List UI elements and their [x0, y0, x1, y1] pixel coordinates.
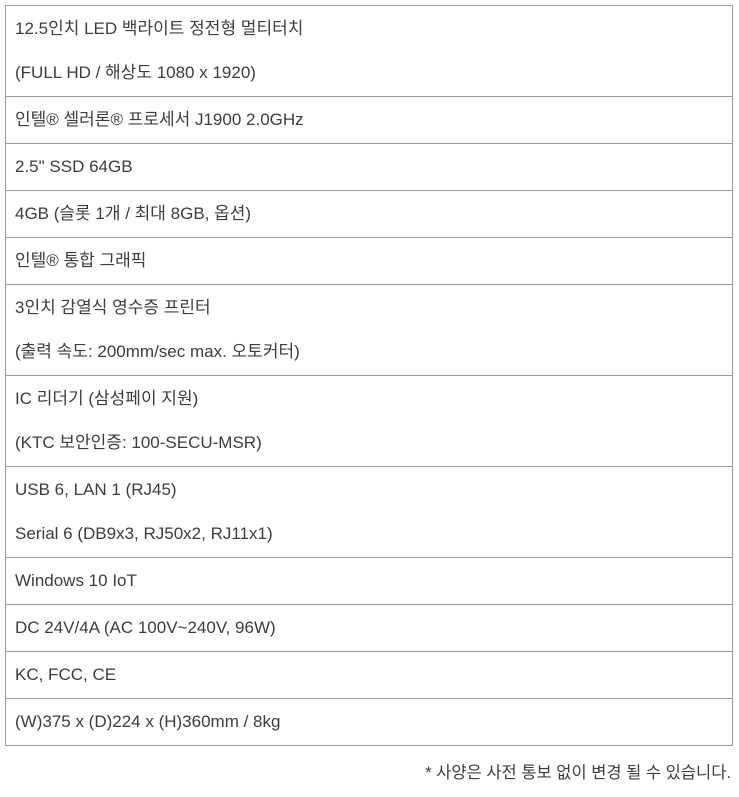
spec-line: Windows 10 IoT [15, 571, 137, 590]
spec-line: DC 24V/4A (AC 100V~240V, 96W) [15, 618, 276, 637]
spec-cell: IC 리더기 (삼성페이 지원) (KTC 보안인증: 100-SECU-MSR) [5, 375, 733, 467]
table-row: IC 리더기 (삼성페이 지원) (KTC 보안인증: 100-SECU-MSR) [5, 375, 733, 467]
spec-line: (FULL HD / 해상도 1080 x 1920) [15, 63, 256, 82]
spec-table: 12.5인치 LED 백라이트 정전형 멀티터치 (FULL HD / 해상도 1… [5, 5, 733, 746]
spec-cell: 3인치 감열식 영수증 프린터 (출력 속도: 200mm/sec max. 오토… [5, 284, 733, 376]
table-row: 인텔® 통합 그래픽 [5, 237, 733, 285]
table-row: DC 24V/4A (AC 100V~240V, 96W) [5, 604, 733, 652]
spec-cell: (W)375 x (D)224 x (H)360mm / 8kg [5, 698, 733, 746]
spec-cell: USB 6, LAN 1 (RJ45) Serial 6 (DB9x3, RJ50… [5, 466, 733, 558]
spec-line: 인텔® 통합 그래픽 [15, 251, 147, 270]
table-row: KC, FCC, CE [5, 651, 733, 699]
spec-cell: 2.5" SSD 64GB [5, 143, 733, 191]
spec-cell: 4GB (슬롯 1개 / 최대 8GB, 옵션) [5, 190, 733, 238]
table-row: 4GB (슬롯 1개 / 최대 8GB, 옵션) [5, 190, 733, 238]
spec-cell: 인텔® 통합 그래픽 [5, 237, 733, 285]
spec-line: IC 리더기 (삼성페이 지원) [15, 389, 199, 408]
table-row: 2.5" SSD 64GB [5, 143, 733, 191]
spec-cell: 12.5인치 LED 백라이트 정전형 멀티터치 (FULL HD / 해상도 1… [5, 5, 733, 97]
spec-line: USB 6, LAN 1 (RJ45) [15, 480, 177, 499]
spec-line: 3인치 감열식 영수증 프린터 [15, 298, 211, 317]
spec-cell: 인텔® 셀러론® 프로세서 J1900 2.0GHz [5, 96, 733, 144]
spec-table-body: 12.5인치 LED 백라이트 정전형 멀티터치 (FULL HD / 해상도 1… [5, 5, 733, 746]
spec-cell: Windows 10 IoT [5, 557, 733, 605]
table-row: USB 6, LAN 1 (RJ45) Serial 6 (DB9x3, RJ50… [5, 466, 733, 558]
spec-line: 인텔® 셀러론® 프로세서 J1900 2.0GHz [15, 110, 304, 129]
footnote: * 사양은 사전 통보 없이 변경 될 수 있습니다. [425, 764, 731, 782]
table-row: 3인치 감열식 영수증 프린터 (출력 속도: 200mm/sec max. 오토… [5, 284, 733, 376]
table-row: (W)375 x (D)224 x (H)360mm / 8kg [5, 698, 733, 746]
spec-cell: DC 24V/4A (AC 100V~240V, 96W) [5, 604, 733, 652]
spec-line: KC, FCC, CE [15, 665, 117, 684]
spec-line: 4GB (슬롯 1개 / 최대 8GB, 옵션) [15, 204, 252, 223]
spec-line: Serial 6 (DB9x3, RJ50x2, RJ11x1) [15, 524, 273, 543]
spec-line: (W)375 x (D)224 x (H)360mm / 8kg [15, 712, 281, 731]
spec-line: 2.5" SSD 64GB [15, 157, 133, 176]
spec-cell: KC, FCC, CE [5, 651, 733, 699]
table-row: Windows 10 IoT [5, 557, 733, 605]
spec-line: (출력 속도: 200mm/sec max. 오토커터) [15, 342, 300, 361]
spec-line: 12.5인치 LED 백라이트 정전형 멀티터치 [15, 19, 304, 38]
spec-line: (KTC 보안인증: 100-SECU-MSR) [15, 433, 262, 452]
table-row: 12.5인치 LED 백라이트 정전형 멀티터치 (FULL HD / 해상도 1… [5, 5, 733, 97]
table-row: 인텔® 셀러론® 프로세서 J1900 2.0GHz [5, 96, 733, 144]
